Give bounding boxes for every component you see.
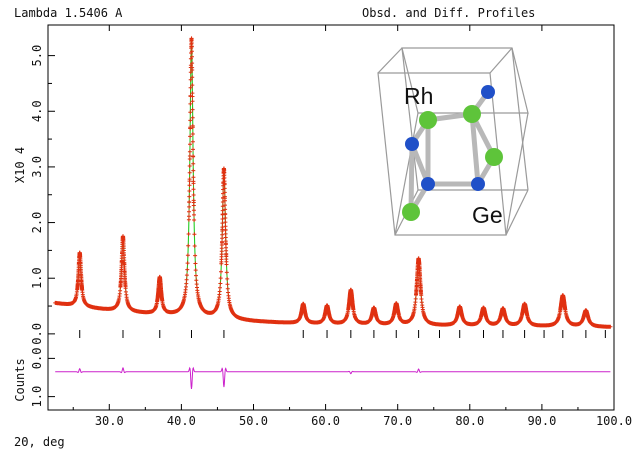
x-tick-label: 40.0: [167, 414, 196, 428]
bond-lines: [411, 92, 494, 212]
header-wavelength: Lambda 1.5406 A: [14, 6, 123, 20]
rh-atom: [421, 177, 435, 191]
ge-atom: [402, 203, 420, 221]
difference-line: [55, 368, 610, 389]
unit-cell-box: [378, 48, 528, 235]
y-tick-label: 4.0: [30, 100, 44, 122]
x-tick-label: 90.0: [527, 414, 556, 428]
rh-atom: [481, 85, 495, 99]
y-tick-label: 0.0: [30, 323, 44, 345]
y-axis-label-diff: Counts: [13, 358, 27, 401]
ge-atom: [485, 148, 503, 166]
y-tick-label: 5.0: [30, 45, 44, 67]
x-tick-label: 60.0: [311, 414, 340, 428]
y-axis-ticks: 0.0 1.0 2.0 3.0 4.0 5.0 0.0 1.0: [30, 45, 55, 408]
y-tick-label: 1.0: [30, 267, 44, 289]
rh-atom: [471, 177, 485, 191]
x-tick-label: 80.0: [455, 414, 484, 428]
header-profile-title: Obsd. and Diff. Profiles: [362, 6, 535, 20]
x-tick-label: 100.0: [596, 414, 632, 428]
difference-profile: [55, 368, 610, 389]
plot-frame: [48, 25, 614, 410]
x-tick-label: 50.0: [239, 414, 268, 428]
y-tick-label: 3.0: [30, 156, 44, 178]
rh-label: Rh: [404, 83, 433, 109]
x-axis-label: 2Θ, deg: [14, 435, 65, 449]
x-tick-label: 70.0: [383, 414, 412, 428]
ge-label: Ge: [472, 202, 503, 228]
reflection-markers: [80, 330, 606, 338]
ge-atom: [419, 111, 437, 129]
observed-profile: [53, 36, 612, 328]
crystal-structure-inset: Rh Ge: [378, 48, 528, 235]
y-tick-label: 2.0: [30, 212, 44, 234]
rh-atom: [405, 137, 419, 151]
y-diff-tick-label: 1.0: [30, 386, 44, 408]
y-diff-tick-label: 0.0: [30, 348, 44, 370]
y-axis-label-main: X10 4: [13, 147, 27, 183]
x-axis-ticks: 30.0 40.0 50.0 60.0 70.0 80.0 90.0 100.0: [73, 25, 632, 428]
observed-points: [53, 36, 612, 328]
ge-atom: [463, 105, 481, 123]
x-tick-label: 30.0: [95, 414, 124, 428]
